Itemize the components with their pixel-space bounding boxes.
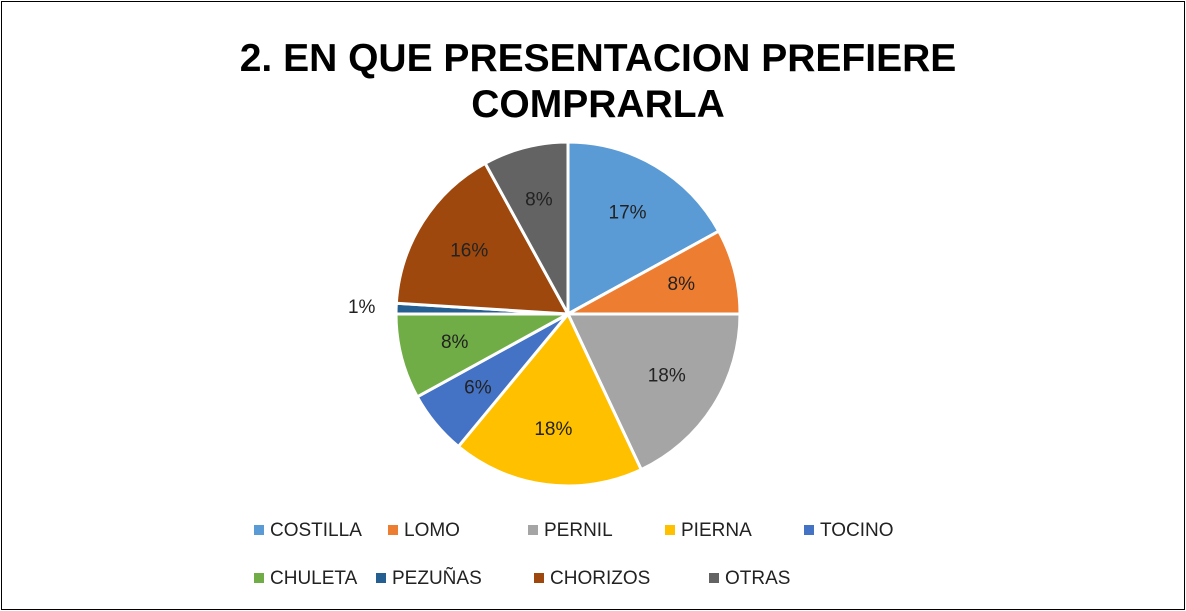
legend-swatch <box>376 573 386 583</box>
legend-swatch <box>534 573 544 583</box>
pie-slice <box>565 312 742 472</box>
legend-swatch <box>665 525 675 535</box>
legend-swatch <box>804 525 814 535</box>
data-label: 17% <box>609 202 647 223</box>
data-label: 8% <box>441 332 469 353</box>
data-label: 1% <box>348 297 376 318</box>
legend-label: OTRAS <box>725 568 790 589</box>
legend-label: PIERNA <box>681 520 752 541</box>
legend-swatch <box>709 573 719 583</box>
data-label: 16% <box>450 240 488 261</box>
legend-swatch <box>254 525 264 535</box>
data-label: 18% <box>534 419 572 440</box>
legend-label: LOMO <box>404 520 460 541</box>
data-label: 8% <box>668 274 696 295</box>
legend-label: TOCINO <box>820 520 894 541</box>
legend-label: PERNIL <box>544 520 613 541</box>
pie-slice <box>566 140 721 317</box>
pie-slice <box>483 140 570 315</box>
data-label: 8% <box>525 190 553 211</box>
legend-swatch <box>388 525 398 535</box>
legend-swatch <box>254 573 264 583</box>
legend-label: PEZUÑAS <box>392 567 482 589</box>
pie-slice <box>394 161 571 316</box>
legend-label: COSTILLA <box>270 520 362 541</box>
data-label: 6% <box>464 378 492 399</box>
legend-label: CHULETA <box>270 568 358 589</box>
pie-slice <box>456 311 644 488</box>
data-label: 18% <box>648 366 686 387</box>
chart-title: 2. EN QUE PRESENTACION PREFIERE COMPRARL… <box>239 37 957 126</box>
legend-swatch <box>528 525 538 535</box>
legend-label: CHORIZOS <box>550 568 650 589</box>
